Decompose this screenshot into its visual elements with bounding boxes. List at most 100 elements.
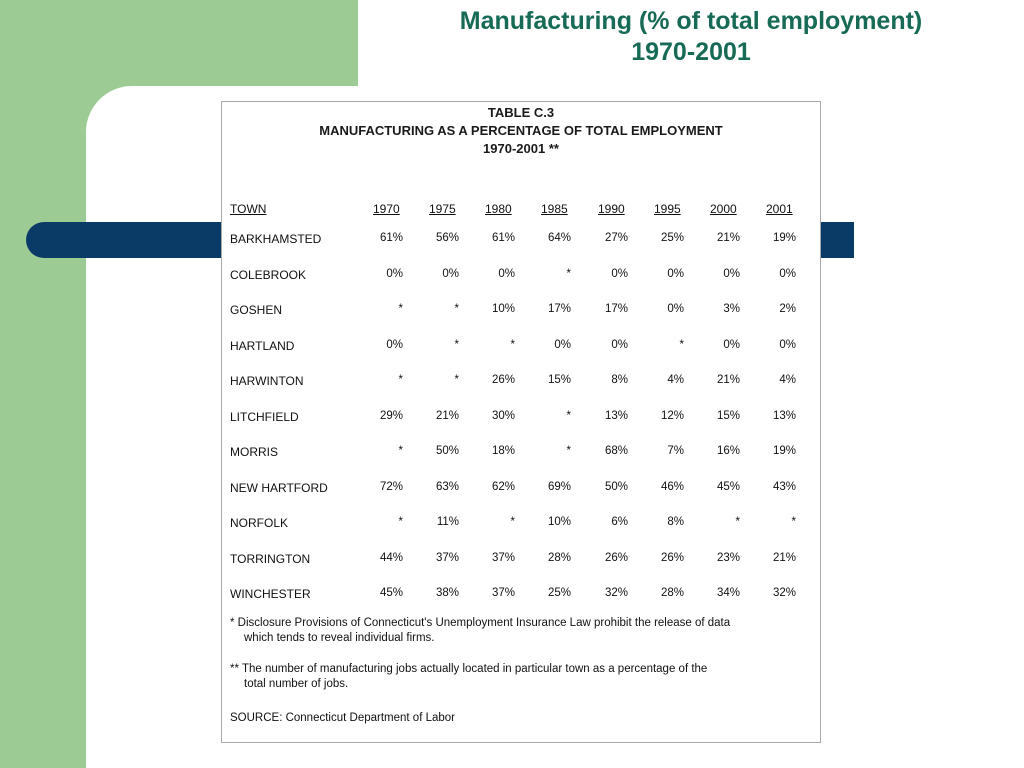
table-cell-value: 0%: [723, 338, 740, 351]
table-cell-value: 72%: [379, 480, 403, 493]
table-cell-value: 68%: [604, 445, 628, 457]
table-cell-value: 28%: [660, 587, 684, 599]
table-cell-value: 21%: [435, 409, 459, 422]
table-cell-value: 25%: [660, 232, 684, 244]
slide-title: Manufacturing (% of total employment) 19…: [358, 6, 1024, 68]
table-cell-value: 0%: [386, 338, 403, 351]
table-cell-value: 26%: [660, 551, 684, 564]
table-cell-value: 26%: [604, 551, 628, 564]
table-cell-value: 37%: [435, 551, 459, 564]
table-cell-value: 63%: [435, 480, 459, 493]
table-cell-value: 19%: [772, 445, 796, 457]
table-heading: TABLE C.3 MANUFACTURING AS A PERCENTAGE …: [222, 104, 820, 158]
table-cell-value: 0%: [667, 267, 684, 280]
table-row-town: WINCHESTER: [230, 587, 311, 601]
table-cell-value: *: [566, 445, 571, 457]
table-cell-value: *: [398, 374, 403, 386]
footnote-definition-line2: total number of jobs.: [244, 678, 349, 690]
table-row-town: HARTLAND: [230, 338, 295, 353]
table-cell-value: 37%: [491, 551, 515, 564]
table-cell-value: 0%: [386, 267, 403, 280]
table-cell-value: 8%: [667, 516, 684, 528]
table-cell-value: 8%: [611, 374, 628, 386]
column-header-year: 1985: [541, 202, 568, 216]
table-cell-value: *: [566, 409, 571, 422]
column-header-year: 1995: [654, 202, 681, 216]
table-cell-value: 44%: [379, 551, 403, 564]
table-cell-value: 26%: [491, 374, 515, 386]
table-cell-value: *: [510, 338, 515, 351]
table-cell-value: *: [735, 516, 740, 528]
table-cell-value: 30%: [491, 409, 515, 422]
table-cell-value: 0%: [723, 267, 740, 280]
table-cell-value: *: [398, 445, 403, 457]
table-cell-value: 32%: [772, 587, 796, 599]
table-cell-value: 0%: [611, 338, 628, 351]
footnote-definition-line1: ** The number of manufacturing jobs actu…: [230, 663, 708, 675]
table-row-town: GOSHEN: [230, 303, 283, 317]
table-cell-value: 21%: [772, 551, 796, 564]
table-cell-value: 10%: [491, 303, 515, 315]
table-cell-value: 32%: [604, 587, 628, 599]
footnote-disclosure: * Disclosure Provisions of Connecticut's…: [230, 616, 810, 646]
table-cell-value: 0%: [779, 338, 796, 351]
table-cell-value: 13%: [604, 409, 628, 422]
table-cell-value: 45%: [716, 480, 740, 493]
table-cell-value: *: [679, 338, 684, 351]
table-cell-value: 0%: [554, 338, 571, 351]
slide-title-line1: Manufacturing (% of total employment): [459, 7, 923, 35]
table-cell-value: 25%: [547, 587, 571, 599]
footnote-disclosure-line1: * Disclosure Provisions of Connecticut's…: [230, 617, 731, 629]
table-row-town: COLEBROOK: [230, 267, 307, 282]
table-cell-value: 10%: [547, 516, 571, 528]
table-cell-value: 64%: [547, 232, 571, 244]
table-cell-value: 29%: [379, 409, 403, 422]
table-cell-value: 69%: [547, 480, 571, 493]
table-cell-value: 62%: [491, 480, 515, 493]
column-header-year: 1980: [485, 202, 512, 216]
column-header-year: 1990: [598, 202, 625, 216]
table-cell-value: 4%: [667, 374, 684, 386]
table-cell-value: 18%: [491, 445, 515, 457]
table-cell-value: 3%: [723, 303, 740, 315]
table-cell-value: 15%: [716, 409, 740, 422]
source-note: SOURCE: Connecticut Department of Labor: [230, 712, 455, 724]
table-document-image: TABLE C.3 MANUFACTURING AS A PERCENTAGE …: [221, 101, 821, 743]
table-cell-value: 61%: [379, 232, 403, 244]
table-cell-value: 13%: [772, 409, 796, 422]
table-cell-value: 12%: [660, 409, 684, 422]
table-cell-value: 11%: [436, 516, 459, 528]
column-header-year: 2001: [766, 202, 793, 216]
table-cell-value: 0%: [667, 303, 684, 315]
table-cell-value: 17%: [604, 303, 628, 315]
table-row-town: NEW HARTFORD: [230, 480, 328, 495]
table-cell-value: 4%: [779, 374, 796, 386]
footnote-disclosure-line2: which tends to reveal individual firms.: [244, 632, 435, 644]
table-cell-value: *: [510, 516, 515, 528]
table-cell-value: 0%: [498, 267, 515, 280]
table-cell-value: 46%: [660, 480, 684, 493]
table-cell-value: *: [454, 303, 459, 315]
table-row-town: BARKHAMSTED: [230, 232, 322, 246]
column-header-year: 1970: [373, 202, 400, 216]
table-cell-value: 0%: [611, 267, 628, 280]
column-header-year: 1975: [429, 202, 456, 216]
table-cell-value: 2%: [779, 303, 796, 315]
table-cell-value: 45%: [379, 587, 403, 599]
table-cell-value: *: [454, 374, 459, 386]
table-cell-value: *: [398, 516, 403, 528]
table-cell-value: 38%: [435, 587, 459, 599]
column-header-year: 2000: [710, 202, 737, 216]
table-cell-value: 6%: [611, 516, 628, 528]
table-cell-value: 23%: [716, 551, 740, 564]
table-heading-years: 1970-2001 **: [483, 141, 559, 156]
table-row-town: TORRINGTON: [230, 551, 311, 566]
table-cell-value: *: [791, 516, 796, 528]
table-cell-value: 34%: [716, 587, 740, 599]
table-cell-value: 15%: [547, 374, 571, 386]
table-cell-value: 21%: [716, 374, 740, 386]
table-cell-value: 37%: [491, 587, 515, 599]
table-cell-value: *: [454, 338, 459, 351]
table-cell-value: 16%: [716, 445, 740, 457]
table-cell-value: 61%: [491, 232, 515, 244]
